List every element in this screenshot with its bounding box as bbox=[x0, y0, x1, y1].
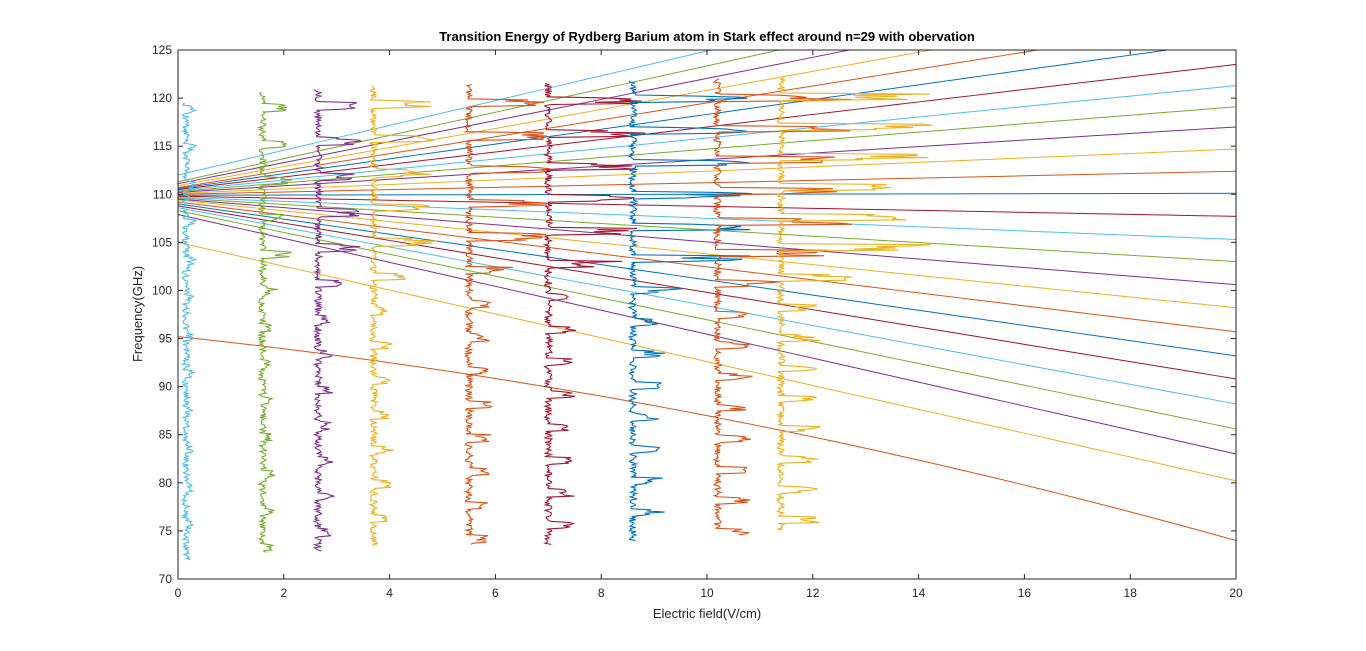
axis-ticks: 0 2 4 6 8 10 12 14 16 18 20 70 75 80 85 90 95 100 105 110 11… bbox=[152, 43, 1243, 600]
x-tick-label: 12 bbox=[806, 586, 820, 600]
chart-title: Transition Energy of Rydberg Barium atom… bbox=[439, 29, 975, 44]
theory-line bbox=[178, 207, 1236, 405]
observation-trace bbox=[368, 85, 438, 546]
x-tick-label: 0 bbox=[175, 586, 182, 600]
observation-trace bbox=[775, 77, 933, 531]
observation-trace bbox=[711, 78, 853, 536]
theory-line bbox=[178, 106, 1236, 192]
observation-trace bbox=[312, 89, 362, 552]
theory-line bbox=[178, 201, 1236, 333]
observation-trace bbox=[542, 83, 646, 545]
observation-trace bbox=[256, 91, 293, 553]
theory-line bbox=[178, 195, 1236, 217]
observation-trace bbox=[463, 84, 551, 545]
theory-line bbox=[178, 203, 1236, 357]
theory-line bbox=[178, 50, 1171, 189]
y-tick-label: 80 bbox=[159, 476, 173, 490]
theory-line bbox=[178, 241, 1236, 482]
theory-line bbox=[178, 170, 1236, 195]
theory-line bbox=[178, 213, 1236, 455]
x-tick-label: 10 bbox=[700, 586, 714, 600]
observation-trace bbox=[627, 80, 752, 542]
theory-line bbox=[178, 126, 1236, 193]
theory-line bbox=[178, 336, 1236, 542]
theory-line bbox=[178, 50, 782, 183]
x-tick-label: 18 bbox=[1124, 586, 1138, 600]
y-tick-label: 120 bbox=[152, 91, 172, 105]
theory-line bbox=[178, 50, 853, 185]
observation-trace bbox=[180, 102, 198, 561]
y-tick-label: 70 bbox=[159, 572, 173, 586]
theory-line bbox=[178, 50, 1041, 189]
y-tick-label: 85 bbox=[159, 428, 173, 442]
y-tick-label: 115 bbox=[153, 139, 172, 153]
theory-line bbox=[178, 63, 1236, 190]
y-tick-label: 95 bbox=[159, 332, 173, 346]
x-axis-label: Electric field(V/cm) bbox=[653, 606, 761, 621]
x-tick-label: 2 bbox=[280, 586, 287, 600]
x-tick-label: 16 bbox=[1018, 586, 1032, 600]
y-tick-label: 105 bbox=[152, 235, 172, 249]
theory-line bbox=[178, 148, 1236, 194]
x-tick-label: 4 bbox=[386, 586, 393, 600]
y-tick-label: 110 bbox=[153, 187, 172, 201]
y-tick-label: 100 bbox=[152, 283, 172, 297]
x-tick-label: 20 bbox=[1229, 586, 1243, 600]
x-tick-label: 6 bbox=[492, 586, 499, 600]
theory-line bbox=[178, 205, 1236, 380]
observation-traces bbox=[180, 77, 933, 561]
theory-line bbox=[178, 199, 1236, 309]
x-tick-label: 14 bbox=[912, 586, 926, 600]
y-axis-label: Frequency(GHz) bbox=[130, 266, 145, 362]
theory-line bbox=[178, 50, 935, 187]
plot-area bbox=[178, 50, 1236, 579]
theory-line bbox=[178, 85, 1236, 191]
theory-line bbox=[178, 196, 1236, 240]
x-tick-label: 8 bbox=[598, 586, 605, 600]
y-tick-label: 75 bbox=[159, 524, 173, 538]
y-tick-label: 90 bbox=[159, 380, 173, 394]
y-tick-label: 125 bbox=[152, 43, 172, 57]
